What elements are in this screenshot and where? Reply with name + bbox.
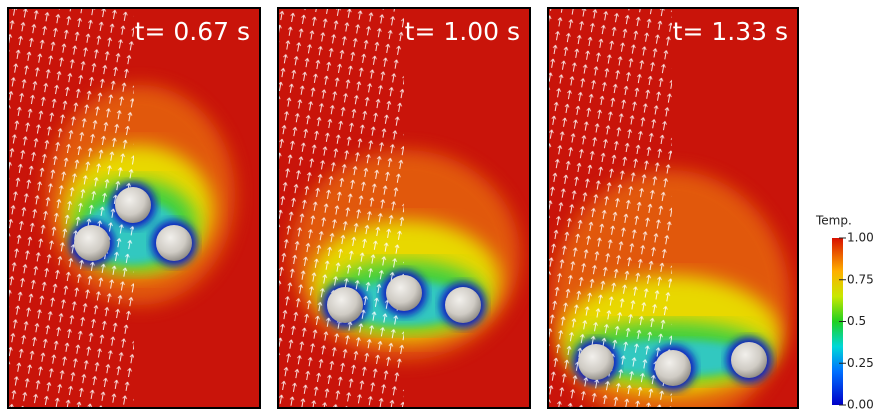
panel	[549, 9, 797, 407]
panel-frame	[7, 7, 261, 409]
panel-label: t= 0.67 s	[135, 17, 250, 46]
panel-label: t= 1.00 s	[405, 17, 520, 46]
panel-label: t= 1.33 s	[673, 17, 788, 46]
colorbar-title: Temp.	[815, 214, 852, 228]
panel	[9, 9, 259, 407]
panel-frame	[547, 7, 799, 409]
colorbar	[832, 238, 843, 405]
panel-frame	[277, 7, 531, 409]
colorbar-ticks: 0.00 0.25 0.5 0.75 1.00	[839, 231, 874, 412]
colorbar-tick-label: 1.00	[847, 231, 874, 245]
colorbar-tick-label: 0.00	[847, 398, 874, 412]
colorbar-tick-label: 0.25	[847, 356, 874, 370]
panel	[279, 9, 529, 407]
colorbar-tick-label: 0.5	[847, 314, 866, 328]
colorbar-tick-label: 0.75	[847, 272, 874, 286]
